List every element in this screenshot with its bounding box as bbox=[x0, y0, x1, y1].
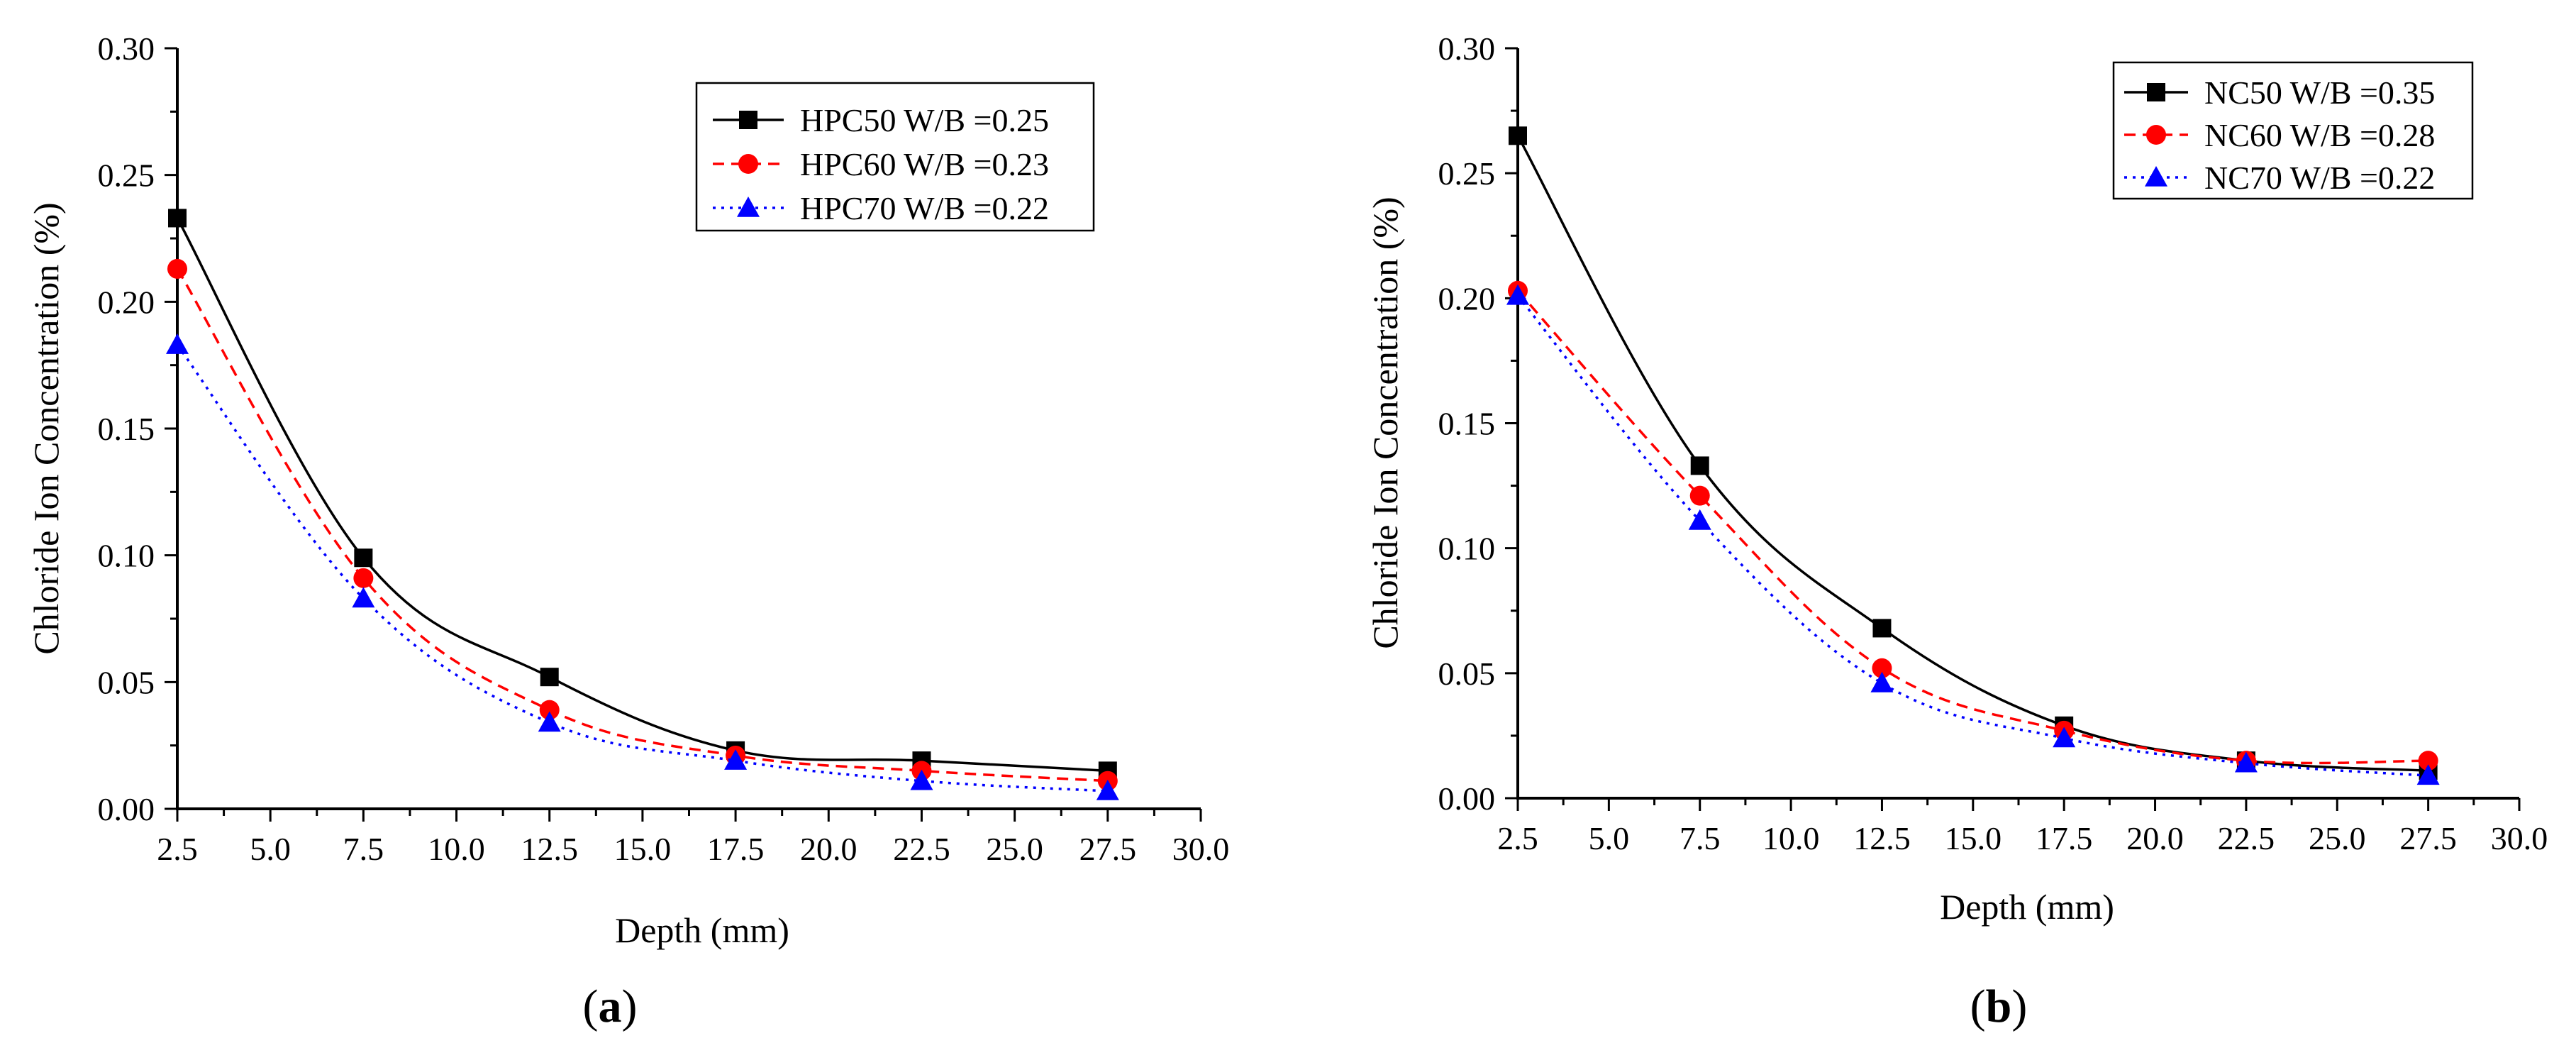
x-tick-label-a: 15.0 bbox=[614, 831, 672, 867]
legend-label-b-1: NC50 W/B =0.35 bbox=[2204, 74, 2435, 111]
x-tick-label-a: 10.0 bbox=[428, 831, 485, 867]
x-tick-label-b: 5.0 bbox=[1589, 820, 1630, 856]
x-tick-label-b: 15.0 bbox=[1945, 820, 2002, 856]
x-tick-label-a: 2.5 bbox=[157, 831, 198, 867]
y-tick-label-a: 0.25 bbox=[98, 158, 155, 194]
x-tick-label-b: 10.0 bbox=[1762, 820, 1820, 856]
x-tick-label-b: 22.5 bbox=[2218, 820, 2275, 856]
series-line-b-3 bbox=[1516, 294, 2428, 778]
x-tick-label-a: 20.0 bbox=[800, 831, 857, 867]
legend-marker-b-2 bbox=[2146, 125, 2166, 145]
y-tick-label-b: 0.15 bbox=[1438, 406, 1496, 442]
y-axis-title-a: Chloride Ion Concentration (%) bbox=[26, 202, 66, 654]
data-point-a-1 bbox=[168, 209, 187, 228]
y-tick-label-a: 0.30 bbox=[98, 31, 155, 67]
data-point-b-3 bbox=[2416, 764, 2440, 785]
series-line-b-1 bbox=[1516, 135, 2428, 772]
x-tick-label-b: 20.0 bbox=[2126, 820, 2184, 856]
legend-a: HPC50 W/B =0.25 HPC60 W/B =0.23 HPC70 W/B … bbox=[695, 82, 1095, 232]
chart-panel-a: 2.5 5.0 7.5 10.0 12.5 15.0 17.5 20.0 22.5 25.0 27.… bbox=[26, 31, 1229, 1032]
y-tick-label-b: 0.25 bbox=[1438, 155, 1496, 192]
series-layer-a bbox=[166, 209, 1119, 800]
data-point-a-1 bbox=[354, 548, 373, 568]
x-tick-label-a: 5.0 bbox=[250, 831, 291, 867]
panel-label-b: (b) bbox=[1970, 981, 2028, 1032]
y-tick-label-a: 0.20 bbox=[98, 284, 155, 320]
data-point-a-3 bbox=[1096, 779, 1119, 800]
y-tick-label-b: 0.05 bbox=[1438, 656, 1496, 692]
x-tick-label-a: 25.0 bbox=[986, 831, 1043, 867]
data-point-a-1 bbox=[540, 668, 559, 687]
data-point-b-1 bbox=[1509, 126, 1527, 145]
legend-label-a-1: HPC50 W/B =0.25 bbox=[800, 102, 1049, 138]
ticks-b: 2.5 5.0 7.5 10.0 12.5 15.0 17.5 20.0 22.5 25.0 27.… bbox=[1438, 31, 2548, 856]
data-point-a-3 bbox=[538, 711, 561, 732]
panel-label-a: (a) bbox=[583, 981, 638, 1032]
data-point-b-1 bbox=[1690, 456, 1709, 475]
series-line-a-3 bbox=[176, 344, 1108, 793]
legend-marker-a-2 bbox=[738, 154, 758, 174]
x-tick-label-b: 27.5 bbox=[2399, 820, 2457, 856]
y-tick-label-a: 0.05 bbox=[98, 664, 155, 700]
y-tick-label-b: 0.00 bbox=[1438, 780, 1496, 817]
legend-label-a-3: HPC70 W/B =0.22 bbox=[800, 190, 1049, 226]
legend-marker-b-3 bbox=[2145, 166, 2167, 187]
data-point-b-1 bbox=[1872, 619, 1892, 638]
x-tick-label-a: 30.0 bbox=[1172, 831, 1230, 867]
data-point-b-3 bbox=[2234, 751, 2258, 773]
y-tick-label-a: 0.00 bbox=[98, 791, 155, 827]
x-tick-label-a: 22.5 bbox=[893, 831, 950, 867]
data-point-a-2 bbox=[539, 700, 560, 720]
legend-label-a-2: HPC60 W/B =0.23 bbox=[800, 146, 1049, 182]
y-tick-label-b: 0.20 bbox=[1438, 280, 1496, 316]
series-line-a-1 bbox=[176, 217, 1108, 773]
x-tick-label-b: 25.0 bbox=[2309, 820, 2366, 856]
legend-box-a bbox=[695, 82, 1095, 232]
series-line-b-2 bbox=[1516, 289, 2428, 765]
x-tick-label-a: 12.5 bbox=[521, 831, 578, 867]
y-tick-label-a: 0.15 bbox=[98, 411, 155, 447]
data-point-b-2 bbox=[2418, 751, 2438, 771]
legend-entries-b: NC50 W/B =0.35 NC60 W/B =0.28 NC70 W/B =0.… bbox=[2124, 74, 2435, 196]
legend-label-b-3: NC70 W/B =0.22 bbox=[2204, 160, 2435, 196]
legend-marker-a-3 bbox=[737, 197, 760, 217]
x-tick-label-a: 7.5 bbox=[343, 831, 384, 867]
data-point-b-3 bbox=[1870, 671, 1894, 692]
x-axis-title-a: Depth (mm) bbox=[615, 910, 789, 950]
data-point-b-3 bbox=[2053, 727, 2076, 748]
legend-b: NC50 W/B =0.35 NC60 W/B =0.28 NC70 W/B =0.… bbox=[2112, 61, 2474, 200]
legend-marker-a-1 bbox=[739, 111, 757, 129]
x-tick-label-b: 2.5 bbox=[1497, 820, 1538, 856]
series-line-a-2 bbox=[176, 267, 1108, 783]
x-tick-label-b: 12.5 bbox=[1853, 820, 1911, 856]
x-tick-label-b: 17.5 bbox=[2036, 820, 2093, 856]
data-point-b-2 bbox=[1872, 658, 1892, 678]
data-point-b-3 bbox=[1688, 509, 1711, 530]
legend-box-b bbox=[2112, 61, 2474, 200]
legend-label-b-2: NC60 W/B =0.28 bbox=[2204, 117, 2435, 153]
data-point-a-3 bbox=[352, 587, 375, 608]
x-tick-label-a: 27.5 bbox=[1079, 831, 1137, 867]
x-tick-label-b: 30.0 bbox=[2491, 820, 2548, 856]
chart-panel-b: 2.5 5.0 7.5 10.0 12.5 15.0 17.5 20.0 22.5 25.0 27.… bbox=[1365, 31, 2548, 1032]
series-layer-b bbox=[1506, 126, 2440, 785]
x-axis-title-b: Depth (mm) bbox=[1940, 887, 2114, 927]
x-tick-label-a: 17.5 bbox=[707, 831, 765, 867]
data-point-a-3 bbox=[166, 333, 189, 354]
data-point-a-3 bbox=[724, 749, 748, 770]
y-tick-label-b: 0.30 bbox=[1438, 31, 1496, 67]
ticks-a: 2.5 5.0 7.5 10.0 12.5 15.0 17.5 20.0 22.5 25.0 27.… bbox=[98, 31, 1230, 867]
x-tick-label-b: 7.5 bbox=[1680, 820, 1721, 856]
data-point-b-3 bbox=[1506, 284, 1529, 305]
data-point-a-3 bbox=[910, 769, 933, 790]
legend-entries-a: HPC50 W/B =0.25 HPC60 W/B =0.23 HPC70 W/B … bbox=[713, 102, 1049, 226]
data-point-a-2 bbox=[353, 568, 374, 588]
data-point-b-2 bbox=[1689, 485, 1710, 506]
data-point-a-2 bbox=[167, 258, 187, 279]
y-axis-title-b: Chloride Ion Concentration (%) bbox=[1365, 197, 1405, 648]
y-tick-label-a: 0.10 bbox=[98, 538, 155, 574]
legend-marker-b-1 bbox=[2147, 83, 2165, 101]
y-tick-label-b: 0.10 bbox=[1438, 531, 1496, 567]
